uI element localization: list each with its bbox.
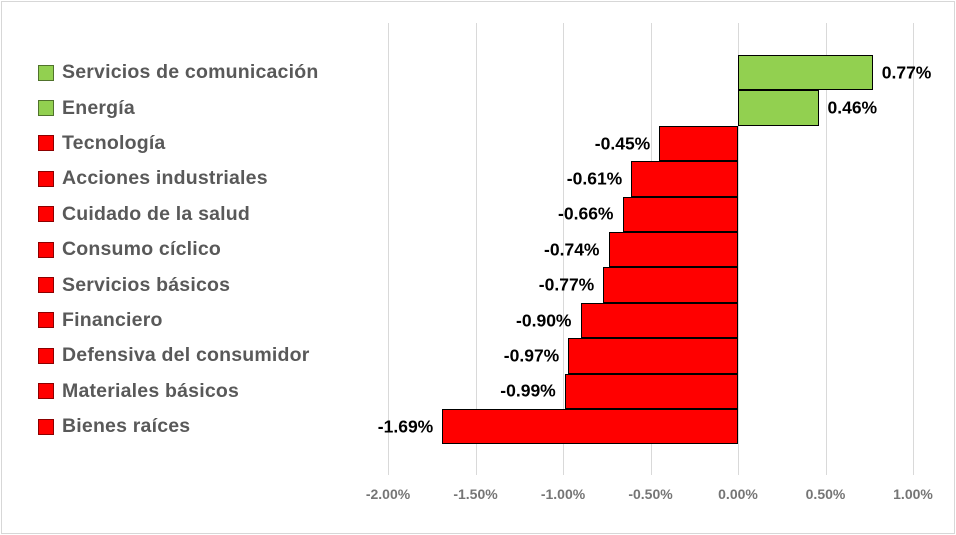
category-row: Bienes raíces [38, 409, 190, 444]
value-label: -1.69% [377, 416, 434, 437]
bar [608, 232, 738, 268]
legend-swatch-icon [38, 383, 54, 400]
category-label: Tecnología [62, 131, 166, 154]
value-label: -0.99% [500, 380, 556, 401]
legend-swatch-icon [38, 206, 54, 223]
x-axis-tick-label: 0.50% [805, 486, 846, 502]
category-label: Defensiva del consumidor [62, 344, 310, 367]
legend-swatch-icon [38, 64, 54, 81]
legend-swatch-icon [38, 277, 54, 294]
bar [631, 161, 738, 197]
category-label: Financiero [62, 308, 163, 331]
x-axis-tick-label: -0.50% [628, 486, 673, 502]
bar [603, 267, 738, 303]
value-label: -0.77% [538, 274, 595, 295]
category-label: Energía [62, 96, 135, 119]
category-label: Acciones industriales [62, 167, 268, 190]
bar [580, 302, 738, 339]
legend-swatch-icon [38, 100, 54, 117]
category-row: Consumo cíclico [38, 232, 221, 267]
category-label: Consumo cíclico [62, 238, 222, 261]
value-label: -0.66% [558, 203, 614, 224]
x-axis-tick-label: -2.00% [365, 486, 411, 502]
category-row: Servicios de comunicación [38, 55, 318, 90]
gridline [563, 23, 564, 475]
x-axis-tick-label: -1.00% [540, 486, 586, 502]
bar [738, 90, 819, 126]
bar [564, 373, 738, 409]
gridline [388, 23, 389, 475]
value-label: -0.61% [566, 168, 623, 189]
category-label: Servicios básicos [62, 273, 231, 296]
value-label: 0.77% [881, 62, 932, 83]
bar [738, 55, 873, 91]
legend-swatch-icon [38, 312, 54, 329]
category-label: Materiales básicos [62, 379, 240, 402]
bar [568, 338, 738, 374]
category-label: Bienes raíces [62, 415, 191, 438]
legend-swatch-icon [38, 135, 54, 152]
value-label: -0.45% [594, 133, 651, 153]
bar [659, 125, 738, 162]
value-label: -0.90% [516, 310, 572, 330]
legend-swatch-icon [38, 241, 54, 258]
legend-swatch-icon [38, 170, 54, 187]
category-label: Cuidado de la salud [62, 202, 250, 225]
category-label: Servicios de comunicación [62, 61, 319, 84]
x-axis-tick-label: 0.00% [718, 486, 758, 502]
category-row: Defensiva del consumidor [38, 338, 310, 373]
category-row: Tecnología [38, 126, 165, 161]
gridline [913, 23, 914, 475]
category-row: Servicios básicos [38, 267, 230, 302]
legend-swatch-icon [38, 347, 54, 364]
value-label: -0.97% [503, 345, 560, 366]
x-axis-tick-label: -1.50% [453, 486, 498, 502]
category-row: Cuidado de la salud [38, 197, 250, 232]
category-row: Acciones industriales [38, 161, 268, 196]
bar [442, 409, 738, 445]
x-axis-tick-label: 1.00% [893, 486, 933, 502]
gridline [825, 23, 827, 475]
legend-swatch-icon [38, 418, 54, 435]
bar [622, 196, 738, 232]
gridline [475, 23, 477, 475]
category-row: Financiero [38, 303, 163, 338]
value-label: -0.74% [544, 239, 600, 260]
value-label: 0.46% [827, 97, 878, 118]
category-row: Energía [38, 90, 135, 125]
category-row: Materiales básicos [38, 374, 239, 409]
gridline [738, 23, 739, 475]
